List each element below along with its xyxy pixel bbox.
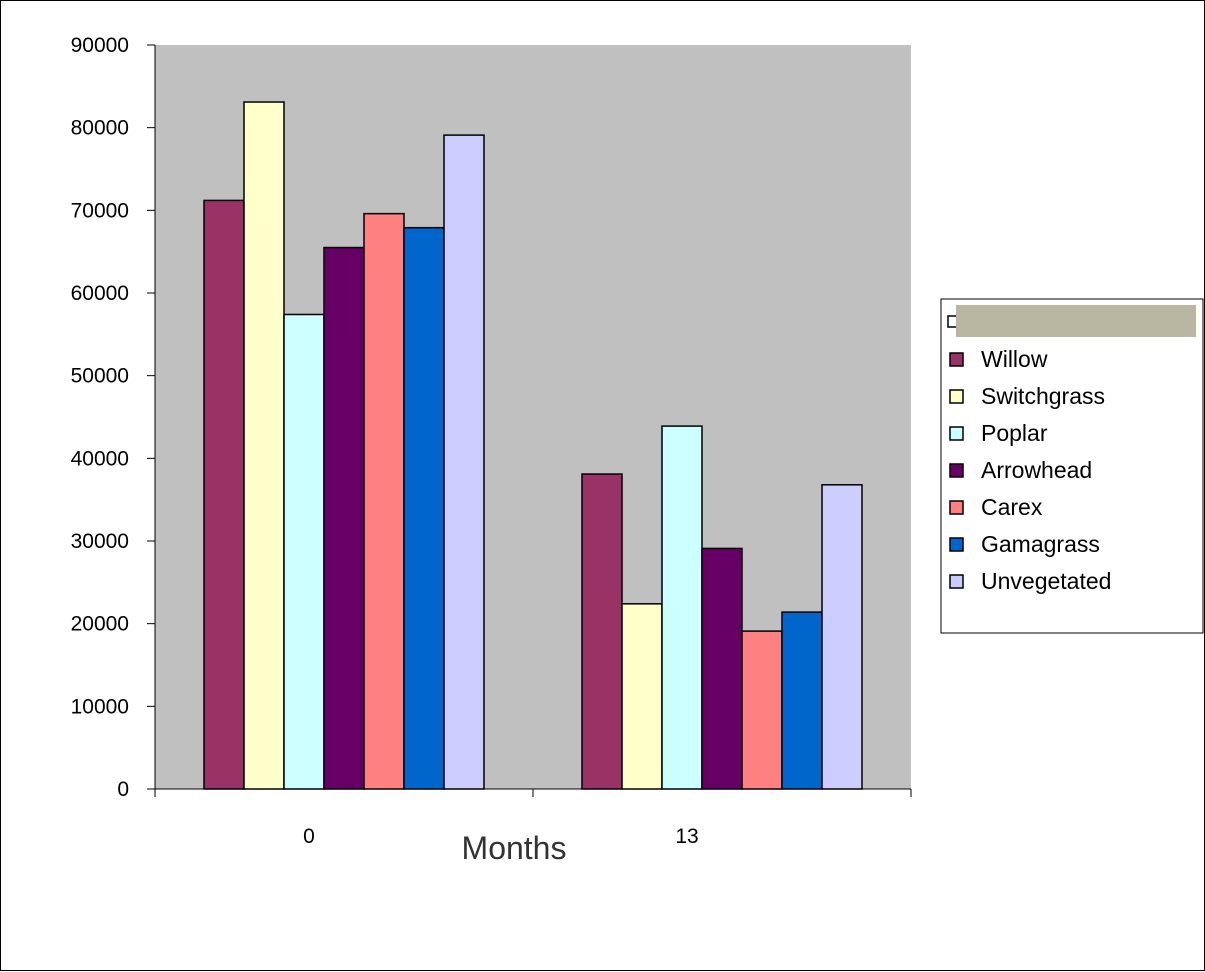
bar-poplar-13 (661, 425, 703, 790)
y-tick-label: 20000 (71, 613, 129, 636)
bar-willow-13 (581, 473, 623, 790)
legend-swatch-willow (949, 352, 964, 367)
bar-switchgrass-0 (243, 101, 285, 790)
bar-arrowhead-0 (323, 246, 365, 790)
bar-willow-0 (203, 199, 245, 790)
y-tick-label: 50000 (71, 365, 129, 388)
x-tick-label: 0 (303, 825, 315, 848)
legend-swatch-arrowhead (949, 463, 964, 478)
bar-gamagrass-0 (403, 226, 445, 790)
bars-group (203, 101, 863, 790)
legend-label-carex: Carex (981, 494, 1043, 520)
legend-items: Willow Switchgrass Poplar Arrowhead Carex Gam… (949, 346, 1111, 594)
legend-label-willow: Willow (981, 346, 1048, 372)
legend-label-poplar: Poplar (981, 420, 1048, 446)
bar-switchgrass-13 (621, 603, 663, 790)
legend-swatch-switchgrass (949, 389, 964, 404)
y-tick-label: 10000 (71, 695, 129, 718)
bar-unvegetated-13 (821, 484, 863, 790)
legend-label-arrowhead: Arrowhead (981, 457, 1092, 483)
legend: Willow Switchgrass Poplar Arrowhead Carex Gam… (940, 298, 1204, 634)
bar-carex-0 (363, 212, 405, 790)
y-tick-label: 70000 (71, 199, 129, 222)
legend-label-switchgrass: Switchgrass (981, 383, 1105, 409)
legend-swatch-carex (949, 500, 964, 515)
y-tick-label: 30000 (71, 530, 129, 553)
y-tick-label: 80000 (71, 117, 129, 140)
x-tick-labels: 0 13 (303, 825, 699, 848)
y-tick-label: 40000 (71, 447, 129, 470)
bar-arrowhead-13 (701, 547, 743, 790)
legend-swatch-poplar (949, 426, 964, 441)
y-tick-label: 0 (117, 778, 129, 801)
bar-carex-13 (741, 630, 783, 790)
x-axis-title: Months (462, 830, 567, 866)
axes-group (147, 44, 912, 797)
y-tick-labels: 0 10000 20000 30000 40000 50000 60000 70000 8000… (71, 34, 129, 801)
legend-swatch-unvegetated (949, 574, 964, 589)
bar-poplar-0 (283, 313, 325, 790)
y-tick-label: 60000 (71, 282, 129, 305)
bar-gamagrass-13 (781, 611, 823, 790)
bar-unvegetated-0 (443, 134, 485, 790)
legend-label-gamagrass: Gamagrass (981, 531, 1100, 557)
legend-label-unvegetated: Unvegetated (981, 568, 1111, 594)
y-tick-label: 90000 (71, 34, 129, 57)
legend-header-redaction (956, 305, 1196, 337)
legend-box (940, 298, 1204, 634)
x-tick-label: 13 (675, 825, 698, 848)
legend-swatch-gamagrass (949, 537, 964, 552)
